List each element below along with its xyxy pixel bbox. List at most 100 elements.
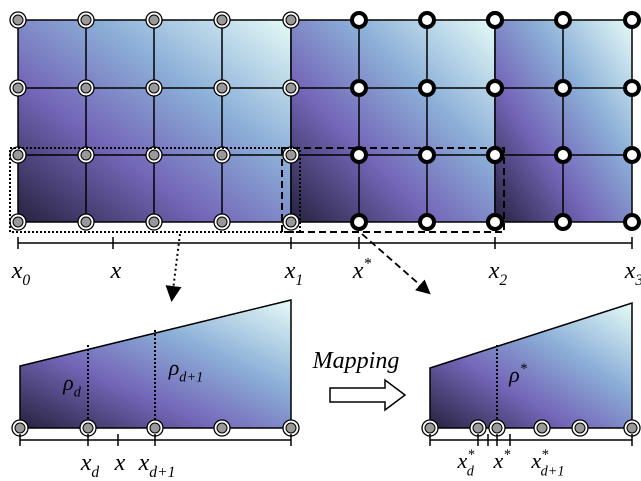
node-core [80,149,92,161]
selection-dashed [281,147,505,233]
node-core [491,422,503,434]
label-sub: 1 [295,272,303,289]
node [623,11,641,29]
node [418,213,436,231]
label: x [110,258,122,284]
node-core [574,422,586,434]
label-base: x [624,258,636,284]
node-core [536,422,548,434]
node-core [285,216,297,228]
label-base: ρ [508,362,520,387]
label: xd [80,450,100,481]
label-sub: d [91,464,99,481]
label-base: x [457,448,468,473]
node [486,146,504,164]
node-core [285,14,297,26]
node-core [424,422,436,434]
node-core [626,422,638,434]
label-base: x [138,450,150,476]
node-core [285,82,297,94]
label-sub: 3 [634,272,641,289]
node [554,11,572,29]
label: x0 [11,258,31,289]
node [418,11,436,29]
label-base: x [284,258,296,284]
label: ρd+1 [168,355,204,386]
label: x2 [488,258,508,289]
node [623,213,641,231]
node [623,146,641,164]
label-sub: d+1 [149,464,175,481]
density-shape [429,301,633,429]
label-sup: * [541,447,549,463]
label: ρd [62,370,82,401]
label: x [114,450,126,476]
node-core [216,14,228,26]
node-core [285,422,297,434]
mapping-arrow [329,378,407,412]
node-core [148,82,160,94]
label-base: ρ [62,370,74,395]
node-core [12,149,24,161]
label: x3 [624,258,641,289]
node-core [149,422,161,434]
label-base: x [110,258,122,284]
label-sup: * [363,255,371,272]
node-core [12,14,24,26]
node-core [82,422,94,434]
label: x* d+1 [530,447,564,480]
mapping-label: Mapping [312,348,400,374]
node [554,213,572,231]
label-base: x [352,258,364,284]
label-base: x [80,450,92,476]
node-core [216,216,228,228]
node-core [148,14,160,26]
label-sub: d+1 [541,464,565,480]
label-base: x [530,448,541,473]
label-sub: d [74,385,82,401]
node [486,79,504,97]
node-core [216,422,228,434]
node-core [148,216,160,228]
label: x* [493,447,512,473]
node-core [216,149,228,161]
label-sup: * [520,361,528,377]
node-core [80,82,92,94]
label-sub: d+1 [179,370,203,386]
node [486,11,504,29]
node [350,213,368,231]
node-core [80,216,92,228]
node-core [285,149,297,161]
label-base: x [11,258,23,284]
node [350,79,368,97]
label: x* d [457,447,476,480]
label: ρ* [508,361,528,387]
node [554,146,572,164]
label: xd+1 [138,450,176,481]
label: x1 [284,258,303,289]
node [418,146,436,164]
node-core [12,82,24,94]
label-base: x [488,258,500,284]
node-core [216,82,228,94]
node [623,79,641,97]
node-core [148,149,160,161]
label-sup: * [467,447,475,463]
node-core [80,14,92,26]
node [486,213,504,231]
node-core [12,216,24,228]
node-core [472,422,484,434]
line [165,233,182,302]
node [350,11,368,29]
label: x* [352,255,372,284]
node [554,79,572,97]
label-sub: d [467,464,475,480]
label-sup: * [503,447,511,463]
label-sub: 0 [22,272,30,289]
label-base: ρ [168,355,180,380]
label-sub: 2 [499,272,507,289]
label-base: x [114,450,126,476]
cell-block [291,20,495,222]
node [418,79,436,97]
